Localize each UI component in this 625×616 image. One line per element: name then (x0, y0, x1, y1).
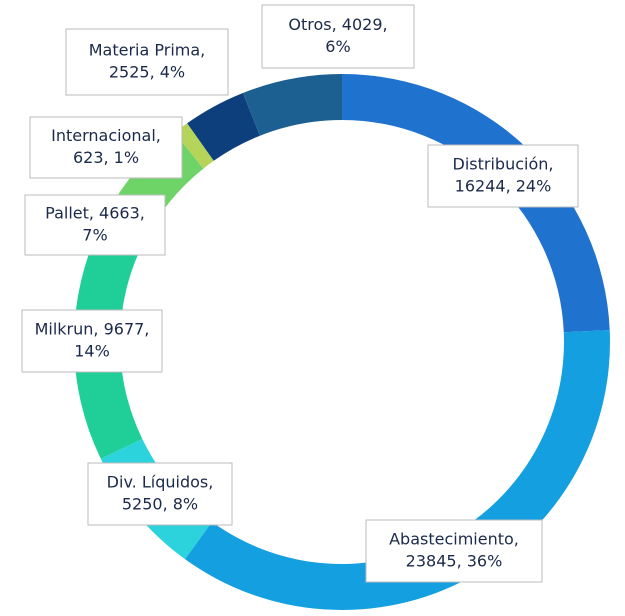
data-label: 16244, 24% (455, 177, 552, 196)
data-label: 623, 1% (73, 148, 139, 167)
data-label: 2525, 4% (109, 63, 185, 82)
data-label: Distribución, (453, 155, 554, 174)
label-box (427, 144, 579, 208)
data-label: 7% (82, 226, 107, 245)
donut-slice (174, 123, 214, 169)
data-label: Pallet, 4663, (45, 204, 145, 223)
label-box (365, 519, 543, 583)
label-box (29, 116, 183, 179)
label-box (87, 462, 233, 526)
data-label: 14% (74, 342, 110, 361)
label-box (65, 28, 229, 96)
data-label: 23845, 36% (406, 552, 503, 571)
data-label: Abastecimiento, (389, 530, 519, 549)
label-box (261, 4, 415, 69)
donut-slice (187, 92, 260, 161)
label-box (24, 194, 166, 256)
data-label: 6% (325, 37, 350, 56)
data-label: Internacional, (51, 126, 161, 145)
data-label: Div. Líquidos, (107, 473, 214, 492)
data-label: Materia Prima, (89, 41, 206, 60)
data-label: 5250, 8% (122, 495, 198, 514)
donut-slice (242, 74, 342, 136)
data-label: Otros, 4029, (288, 15, 387, 34)
data-label: Milkrun, 9677, (35, 320, 150, 339)
label-box (21, 309, 163, 373)
